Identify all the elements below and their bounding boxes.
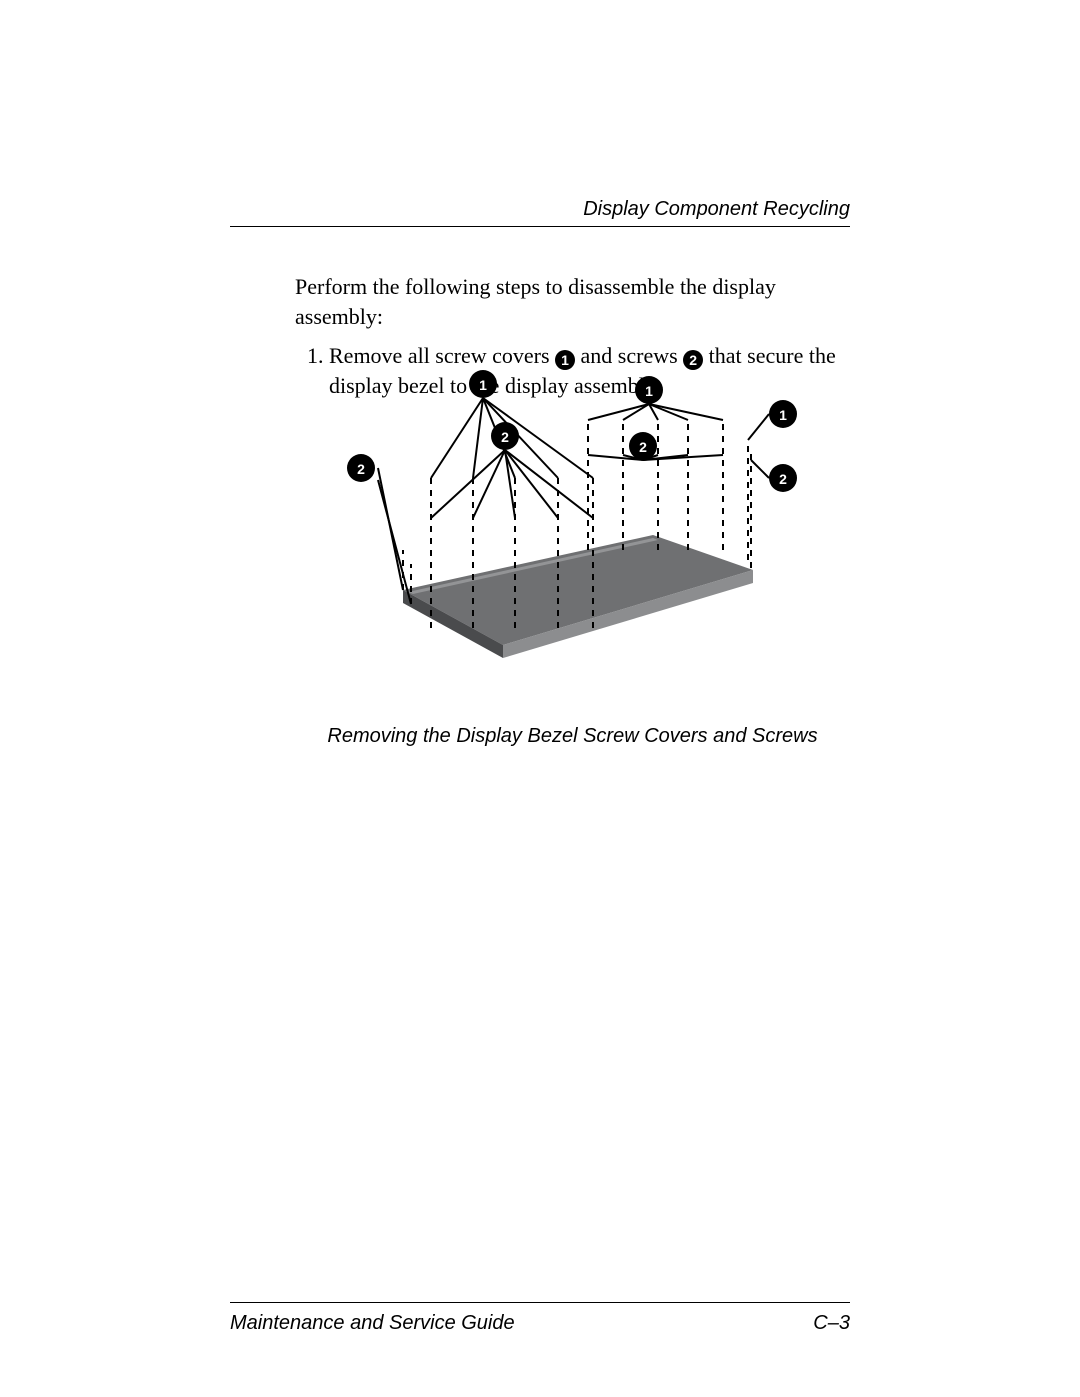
svg-text:1: 1 (779, 407, 787, 423)
page: Display Component Recycling Perform the … (0, 0, 1080, 1397)
callout-1-badge-right: 1 (635, 376, 663, 404)
diagram-svg: 12 12 12 2 (333, 360, 813, 670)
footer-right: C–3 (813, 1312, 850, 1335)
figure-caption: Removing the Display Bezel Screw Covers … (295, 725, 850, 748)
callout-2-badge-far-right: 2 (769, 464, 797, 492)
svg-text:2: 2 (779, 471, 787, 487)
footer-left: Maintenance and Service Guide (230, 1312, 515, 1335)
running-header: Display Component Recycling (583, 198, 850, 221)
display-panel (403, 535, 753, 658)
callout-2-badge-left-side: 2 (347, 454, 375, 482)
callout-1-badge-far-right: 1 (769, 400, 797, 428)
left-side-callout-group: 2 (347, 454, 411, 604)
svg-text:2: 2 (639, 439, 647, 455)
header-rule (230, 226, 850, 227)
intro-paragraph: Perform the following steps to disassemb… (295, 272, 850, 331)
svg-text:2: 2 (501, 429, 509, 445)
right-callout-group: 12 (588, 376, 723, 550)
svg-text:1: 1 (479, 377, 487, 393)
callout-2-badge-right: 2 (629, 432, 657, 460)
footer-rule (230, 1302, 850, 1303)
callout-2-badge-left: 2 (491, 422, 519, 450)
far-right-callout-group: 12 (748, 400, 797, 568)
svg-text:2: 2 (357, 461, 365, 477)
callout-1-badge-left: 1 (469, 370, 497, 398)
svg-text:1: 1 (645, 383, 653, 399)
figure: 12 12 12 2 Removing the Display Bezel Sc… (295, 360, 850, 748)
